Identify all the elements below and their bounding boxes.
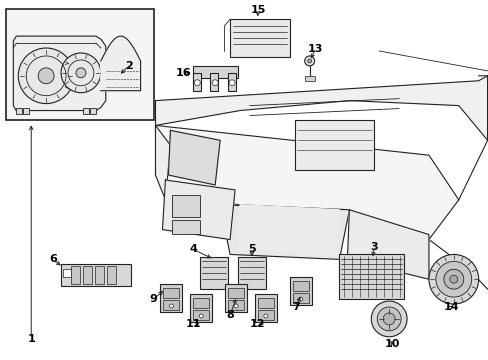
Bar xyxy=(294,121,373,170)
Text: 12: 12 xyxy=(250,319,265,329)
Circle shape xyxy=(383,313,394,325)
Bar xyxy=(304,76,314,81)
Bar xyxy=(95,266,103,284)
Bar xyxy=(200,257,227,289)
Text: 1: 1 xyxy=(27,334,35,344)
Bar xyxy=(63,269,71,277)
Text: 7: 7 xyxy=(291,302,299,312)
Circle shape xyxy=(38,68,54,84)
Bar xyxy=(190,294,212,322)
Bar xyxy=(339,255,403,299)
Polygon shape xyxy=(168,130,220,185)
Bar xyxy=(224,284,246,312)
Bar xyxy=(238,257,265,289)
Bar xyxy=(292,293,308,303)
Bar xyxy=(289,277,311,305)
Bar xyxy=(16,108,22,113)
Bar xyxy=(193,73,201,91)
Bar xyxy=(23,108,29,113)
Circle shape xyxy=(435,261,471,297)
Circle shape xyxy=(370,301,406,337)
Circle shape xyxy=(169,304,173,308)
Bar xyxy=(193,298,209,308)
Bar xyxy=(292,281,308,291)
Circle shape xyxy=(212,80,218,86)
Bar xyxy=(71,266,80,284)
Bar xyxy=(193,66,238,78)
Circle shape xyxy=(449,275,457,283)
Bar xyxy=(227,288,244,298)
Circle shape xyxy=(428,255,478,304)
Circle shape xyxy=(228,80,235,86)
Bar xyxy=(230,19,289,57)
Polygon shape xyxy=(238,205,339,255)
Circle shape xyxy=(194,80,200,86)
Bar xyxy=(254,294,276,322)
Text: 6: 6 xyxy=(49,255,57,264)
Text: 15: 15 xyxy=(250,5,265,15)
Text: 2: 2 xyxy=(124,61,132,71)
Bar xyxy=(257,298,273,308)
Bar xyxy=(172,220,200,234)
Polygon shape xyxy=(155,125,458,239)
Polygon shape xyxy=(220,205,349,260)
Circle shape xyxy=(443,269,463,289)
Text: 8: 8 xyxy=(226,310,233,320)
Bar xyxy=(257,310,273,320)
Polygon shape xyxy=(346,210,428,279)
Polygon shape xyxy=(155,76,487,140)
Circle shape xyxy=(304,56,314,66)
Text: 9: 9 xyxy=(149,294,157,304)
Bar xyxy=(163,300,179,310)
Bar xyxy=(163,288,179,298)
Text: 5: 5 xyxy=(247,244,255,255)
Text: 14: 14 xyxy=(443,302,459,312)
Circle shape xyxy=(298,297,302,301)
Text: 13: 13 xyxy=(307,44,323,54)
Circle shape xyxy=(264,314,267,318)
Bar xyxy=(227,73,236,91)
Bar xyxy=(6,9,153,121)
Circle shape xyxy=(307,59,311,63)
Circle shape xyxy=(18,48,74,104)
Bar xyxy=(106,266,116,284)
Circle shape xyxy=(199,314,203,318)
Text: 11: 11 xyxy=(185,319,201,329)
Polygon shape xyxy=(162,180,235,239)
Polygon shape xyxy=(101,36,141,91)
Bar xyxy=(90,108,96,113)
Polygon shape xyxy=(155,125,170,200)
Circle shape xyxy=(76,68,86,78)
Bar xyxy=(61,264,130,286)
Bar xyxy=(172,195,200,217)
Bar xyxy=(227,300,244,310)
Bar xyxy=(83,266,92,284)
Circle shape xyxy=(234,304,238,308)
Bar xyxy=(193,310,209,320)
Text: 3: 3 xyxy=(370,243,377,252)
Circle shape xyxy=(376,307,400,331)
Bar xyxy=(160,284,182,312)
Bar xyxy=(210,73,218,91)
Polygon shape xyxy=(13,36,105,111)
Text: 4: 4 xyxy=(189,244,197,255)
Text: 10: 10 xyxy=(384,339,399,349)
Text: 16: 16 xyxy=(175,68,191,78)
Circle shape xyxy=(61,53,101,93)
Bar xyxy=(83,108,89,113)
